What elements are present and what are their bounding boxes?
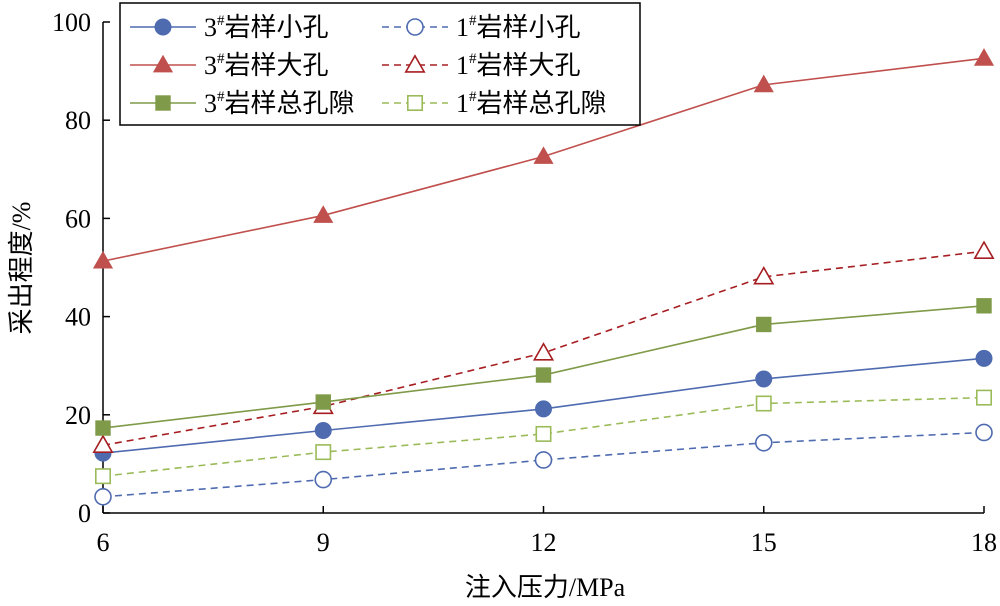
x-tick-label: 9 (317, 528, 330, 557)
data-point (315, 394, 331, 410)
y-tick-label: 0 (78, 499, 91, 528)
y-tick-label: 40 (65, 303, 91, 332)
legend-marker (154, 18, 172, 36)
data-point (315, 444, 332, 461)
data-point (976, 298, 992, 314)
legend-marker (406, 18, 424, 36)
x-tick-label: 12 (531, 528, 557, 557)
data-point (973, 48, 995, 66)
data-point (92, 250, 114, 269)
legend-series-text: 岩样总孔隙 (225, 89, 355, 118)
legend-marker (152, 54, 174, 73)
data-point (535, 367, 552, 383)
legend-item: 1#岩样总孔隙 (382, 89, 607, 118)
x-axis-label: 注入压力/MPa (465, 573, 626, 602)
x-tick-label: 18 (971, 528, 997, 557)
legend-series-text: 岩样大孔 (225, 51, 329, 80)
data-point (534, 451, 553, 469)
legend-item: 1#岩样大孔 (382, 51, 581, 80)
data-point (535, 400, 552, 418)
legend-sample-number: 1 (456, 51, 469, 80)
data-point (753, 74, 774, 93)
legend-label: 1#岩样总孔隙 (456, 89, 607, 118)
legend-sample-number: 3 (204, 89, 217, 118)
legend-marker (404, 54, 426, 73)
series-3 (92, 48, 995, 269)
legend-sup-mark: # (217, 89, 225, 105)
y-tick-label: 20 (65, 401, 91, 430)
data-point (975, 423, 993, 442)
legend-series-text: 岩样小孔 (225, 13, 329, 42)
legend-sup-mark: # (469, 13, 477, 29)
legend-series-text: 岩样总孔隙 (477, 89, 607, 118)
series-line (102, 396, 985, 477)
data-point (313, 205, 334, 223)
data-point (92, 434, 114, 453)
legend-label: 3#岩样总孔隙 (204, 89, 355, 118)
series-2 (94, 423, 993, 506)
legend-marker (406, 95, 423, 112)
series-4 (92, 240, 995, 453)
data-point (754, 433, 773, 452)
legend-sample-number: 1 (456, 89, 469, 118)
legend-label: 3#岩样小孔 (204, 13, 329, 42)
data-point (532, 342, 555, 361)
data-point (314, 470, 333, 489)
data-point (95, 468, 112, 485)
y-tick-label: 60 (65, 204, 91, 233)
data-point (535, 425, 552, 442)
legend-sup-mark: # (217, 51, 225, 67)
data-point (756, 316, 772, 333)
legend-item: 3#岩样大孔 (130, 51, 329, 80)
data-point (94, 487, 112, 506)
plot-area: 0 20 40 60 80 100 6 9 12 15 18 (52, 8, 997, 557)
legend-sup-mark: # (469, 51, 477, 67)
legend-marker (155, 95, 171, 111)
legend-label: 1#岩样小孔 (456, 13, 581, 42)
legend-item: 1#岩样小孔 (382, 13, 581, 42)
data-point (95, 420, 111, 436)
data-point (753, 266, 775, 285)
y-tick-label: 80 (65, 106, 91, 135)
data-point (314, 422, 332, 440)
series-line (102, 431, 985, 498)
y-tick-label: 100 (52, 8, 91, 37)
legend-sup-mark: # (217, 13, 225, 29)
legend-sample-number: 3 (204, 13, 217, 42)
legend-item: 3#岩样总孔隙 (130, 89, 355, 118)
data-point (973, 240, 995, 259)
legend-sample-number: 3 (204, 51, 217, 80)
data-point (975, 389, 992, 406)
x-tick-label: 15 (751, 528, 777, 557)
data-point (755, 395, 772, 412)
series-6 (95, 389, 992, 485)
data-point (533, 146, 554, 164)
legend-series-text: 岩样大孔 (477, 51, 581, 80)
data-point (755, 370, 773, 388)
legend-box (119, 2, 641, 126)
data-point (975, 349, 993, 367)
legend-sup-mark: # (469, 89, 477, 105)
legend-label: 3#岩样大孔 (204, 51, 329, 80)
legend-sample-number: 1 (456, 13, 469, 42)
legend-label: 1#岩样大孔 (456, 51, 581, 80)
legend-item: 3#岩样小孔 (130, 13, 329, 42)
series-1 (94, 349, 993, 462)
y-axis-label: 采出程度/% (7, 202, 36, 335)
series-5 (95, 298, 992, 436)
x-tick-label: 6 (97, 528, 110, 557)
legend-series-text: 岩样小孔 (477, 13, 581, 42)
